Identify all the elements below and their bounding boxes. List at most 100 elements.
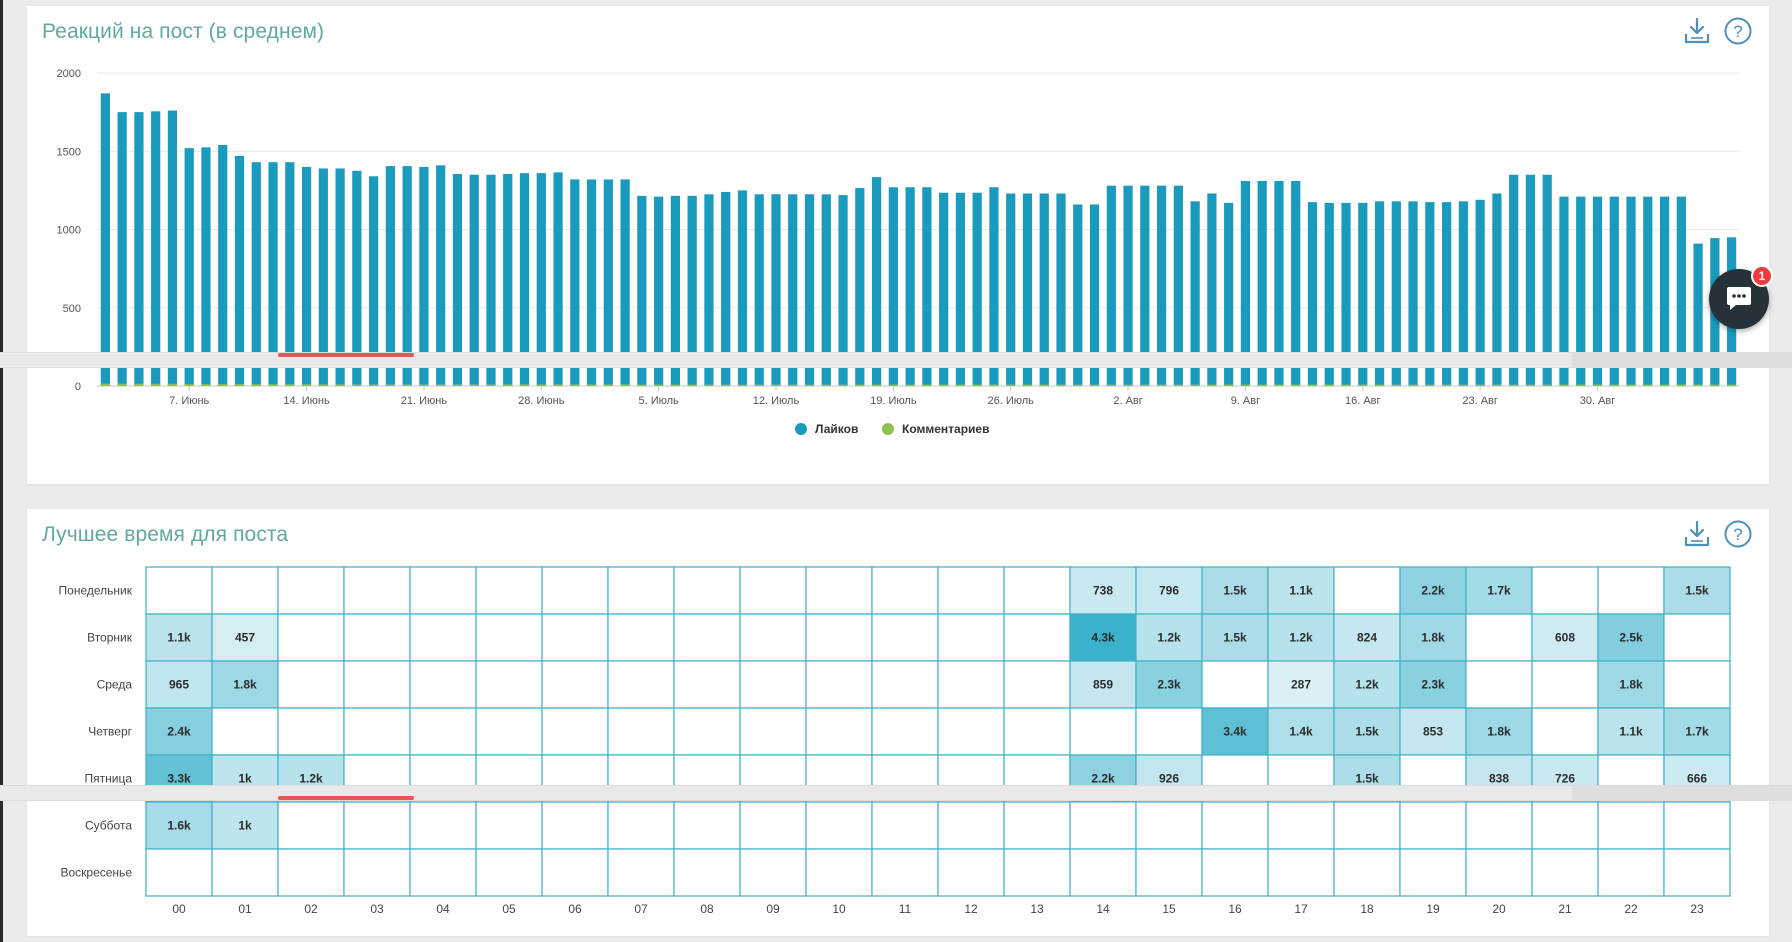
heatmap-cell bbox=[1597, 566, 1665, 615]
heatmap-col-label: 23 bbox=[1690, 902, 1704, 916]
heatmap-cell bbox=[1597, 707, 1665, 756]
heatmap-cell bbox=[1465, 660, 1533, 709]
comments-bar bbox=[234, 384, 245, 386]
comments-bar bbox=[1592, 384, 1603, 387]
heatmap-cell bbox=[541, 848, 609, 897]
heatmap-cell bbox=[145, 801, 213, 850]
heatmap-col-label: 14 bbox=[1096, 902, 1110, 916]
heatmap-cell bbox=[1201, 613, 1269, 662]
likes-bar bbox=[1391, 201, 1401, 386]
heatmap-cell bbox=[211, 566, 279, 615]
heatmap-cell-value: 2.3k bbox=[1421, 678, 1445, 692]
comments-bar bbox=[285, 384, 295, 386]
heatmap-cell bbox=[145, 566, 213, 615]
heatmap-cell bbox=[541, 613, 609, 662]
reactions-bar-chart: 0 500 1000 1500 2000 7. Июнь 14. Июнь 21. Июнь 2… bbox=[57, 68, 1740, 436]
x-tick-label: 19. Июль bbox=[870, 395, 917, 407]
likes-bar bbox=[855, 188, 865, 386]
comments-bar bbox=[1509, 384, 1519, 387]
chat-button[interactable]: 1 bbox=[1709, 265, 1773, 329]
likes-bar bbox=[1492, 193, 1502, 386]
heatmap-cell-value: 457 bbox=[235, 631, 255, 645]
heatmap-cell-value: 1.7k bbox=[1487, 584, 1511, 598]
comments-bar bbox=[369, 384, 379, 386]
comments-bar bbox=[385, 384, 396, 386]
heatmap-cell bbox=[409, 566, 477, 615]
comments-bar bbox=[687, 384, 697, 387]
heatmap-cell-value: 1.5k bbox=[1223, 631, 1247, 645]
heatmap-cell bbox=[1201, 707, 1269, 756]
comments-bar bbox=[939, 384, 949, 387]
heatmap-cell bbox=[409, 660, 477, 709]
heatmap-cell bbox=[871, 707, 939, 756]
likes-bar bbox=[268, 162, 278, 386]
comments-bar bbox=[1408, 384, 1418, 387]
heatmap-cell bbox=[1531, 566, 1599, 615]
likes-bar bbox=[1022, 193, 1033, 386]
heatmap-cell bbox=[1003, 707, 1071, 756]
x-tick-label: 9. Авг bbox=[1231, 395, 1260, 407]
comments-bar bbox=[134, 383, 144, 386]
comments-bar bbox=[1207, 384, 1217, 387]
svg-text:?: ? bbox=[1733, 22, 1742, 41]
heatmap-cell-value: 1.1k bbox=[167, 631, 191, 645]
heatmap-cell-value: 1.5k bbox=[1685, 584, 1709, 598]
heatmap-cell bbox=[607, 613, 675, 662]
heatmap-cell bbox=[871, 801, 939, 850]
likes-bar bbox=[771, 194, 781, 386]
comments-bar bbox=[1475, 384, 1485, 387]
heatmap-col-label: 05 bbox=[502, 902, 516, 916]
likes-bar bbox=[1425, 202, 1435, 386]
comments-bar bbox=[100, 383, 110, 386]
likes-bar bbox=[1291, 180, 1301, 386]
heatmap-col-label: 17 bbox=[1294, 902, 1308, 916]
x-tick-label: 26. Июль bbox=[987, 395, 1034, 407]
likes-bar bbox=[1676, 196, 1686, 386]
heatmap-cell bbox=[1399, 848, 1467, 897]
comments-bar bbox=[1190, 384, 1200, 387]
likes-bar bbox=[184, 148, 194, 386]
download-button[interactable] bbox=[1680, 14, 1714, 48]
comments-bar bbox=[1525, 384, 1536, 387]
likes-bar bbox=[1559, 196, 1569, 386]
heatmap-cell-value: 287 bbox=[1291, 678, 1311, 692]
legend-label: Комментариев bbox=[902, 422, 989, 436]
heatmap-cell bbox=[937, 707, 1005, 756]
heatmap-col-label: 07 bbox=[634, 902, 648, 916]
x-tick-label: 21. Июнь bbox=[401, 395, 448, 407]
heatmap-cell-value: 3.4k bbox=[1223, 725, 1247, 739]
heatmap-col-label: 20 bbox=[1492, 902, 1506, 916]
likes-bar bbox=[989, 187, 999, 386]
help-button[interactable]: ? bbox=[1721, 517, 1755, 551]
comments-bar bbox=[972, 384, 982, 387]
help-button[interactable]: ? bbox=[1721, 14, 1755, 48]
likes-bar bbox=[419, 166, 429, 386]
likes-bar bbox=[637, 195, 647, 386]
heatmap-cell bbox=[1267, 801, 1335, 850]
heatmap-cell-value: 1.8k bbox=[1421, 631, 1445, 645]
likes-bar bbox=[838, 195, 848, 386]
heatmap-cell bbox=[739, 613, 807, 662]
likes-bar bbox=[1576, 196, 1586, 386]
comments-bar bbox=[486, 384, 496, 386]
likes-bar bbox=[251, 162, 261, 386]
comments-bar bbox=[553, 384, 563, 386]
heatmap-cell bbox=[1531, 848, 1599, 897]
heatmap-cell bbox=[1597, 848, 1665, 897]
comments-bar bbox=[570, 384, 580, 386]
comments-bar bbox=[1693, 384, 1703, 387]
comments-bar bbox=[1626, 384, 1636, 387]
heatmap-cell bbox=[1003, 801, 1071, 850]
likes-bar bbox=[721, 191, 731, 386]
download-button[interactable] bbox=[1680, 517, 1714, 551]
heatmap-cell bbox=[211, 613, 279, 662]
heatmap-col-label: 02 bbox=[304, 902, 318, 916]
heatmap-col-label: 15 bbox=[1162, 902, 1176, 916]
download-icon bbox=[1684, 17, 1710, 44]
heatmap-cell bbox=[1267, 848, 1335, 897]
comments-bar bbox=[1710, 384, 1720, 387]
comments-bar bbox=[1274, 384, 1284, 387]
heatmap-cell-value: 838 bbox=[1489, 772, 1509, 786]
likes-bar bbox=[285, 162, 295, 386]
heatmap-col-label: 18 bbox=[1360, 902, 1374, 916]
